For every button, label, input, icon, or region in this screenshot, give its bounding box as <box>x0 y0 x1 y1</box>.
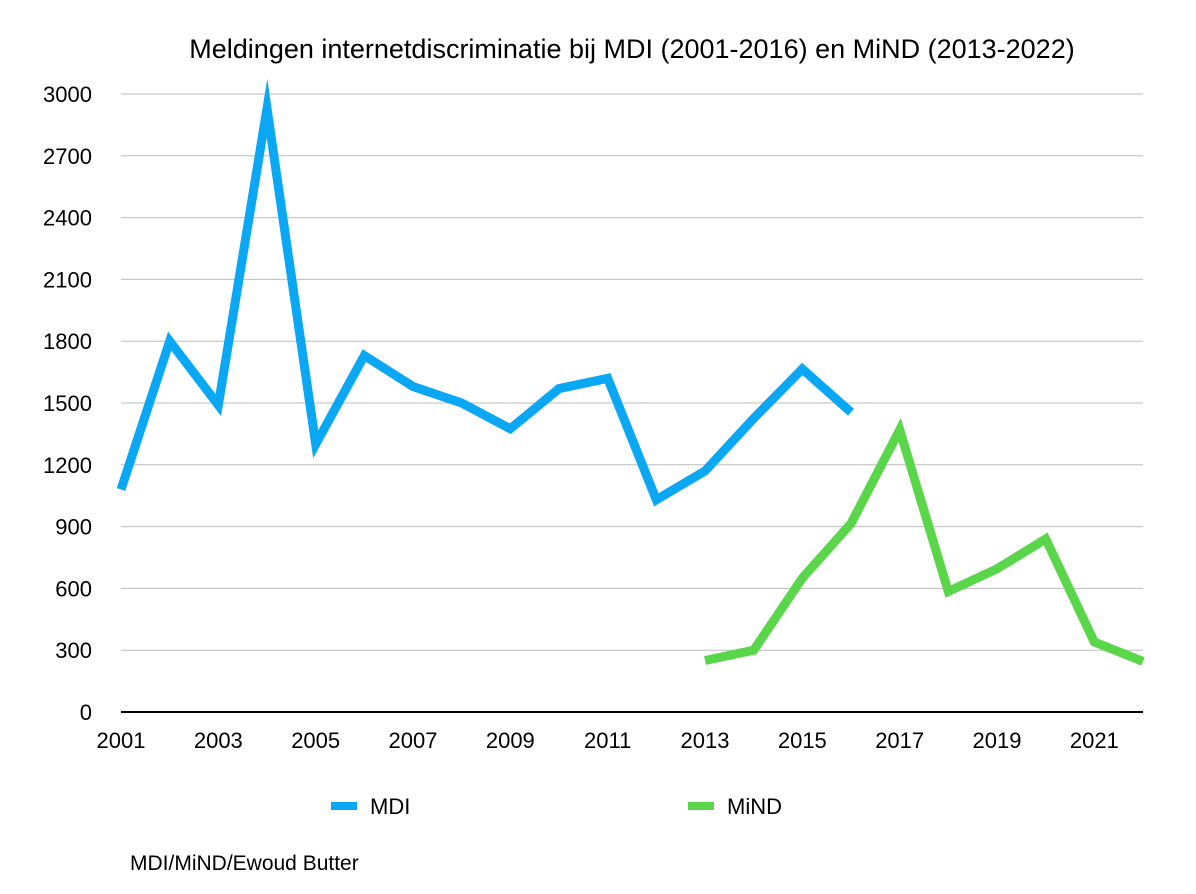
y-tick-label: 2400 <box>43 206 92 231</box>
x-tick-label: 2019 <box>973 728 1022 753</box>
x-tick-label: 2021 <box>1070 728 1119 753</box>
y-tick-label: 1800 <box>43 329 92 354</box>
x-tick-label: 2007 <box>389 728 438 753</box>
x-axis-tick-labels: 2001 2003 2005 2007 2009 2011 2013 2015 2017 2019… <box>97 728 1119 753</box>
y-tick-label: 2100 <box>43 267 92 292</box>
y-tick-label: 0 <box>80 700 92 725</box>
x-tick-label: 2017 <box>875 728 924 753</box>
x-tick-label: 2005 <box>291 728 340 753</box>
x-tick-label: 2013 <box>681 728 730 753</box>
y-tick-label: 900 <box>55 515 92 540</box>
y-tick-label: 1500 <box>43 391 92 416</box>
y-tick-label: 3000 <box>43 82 92 107</box>
y-tick-label: 1200 <box>43 453 92 478</box>
y-tick-label: 300 <box>55 638 92 663</box>
legend: MDI MiND <box>331 794 782 819</box>
x-tick-label: 2009 <box>486 728 535 753</box>
x-tick-label: 2003 <box>194 728 243 753</box>
legend-label-mdi: MDI <box>370 794 410 819</box>
x-tick-label: 2001 <box>97 728 146 753</box>
source-note: MDI/MiND/Ewoud Butter <box>130 852 359 875</box>
series-line-mind <box>704 417 1145 666</box>
y-tick-label: 600 <box>55 576 92 601</box>
chart-title: Meldingen internetdiscriminatie bij MDI … <box>189 34 1074 64</box>
series-line-mdi <box>116 78 854 507</box>
legend-label-mind: MiND <box>727 794 782 819</box>
x-tick-label: 2015 <box>778 728 827 753</box>
y-axis-tick-labels: 0 300 600 900 1200 1500 1800 2100 2400 2700 3000 <box>43 82 92 725</box>
y-tick-label: 2700 <box>43 144 92 169</box>
x-tick-label: 2011 <box>584 728 631 753</box>
series-lines <box>116 78 1145 666</box>
